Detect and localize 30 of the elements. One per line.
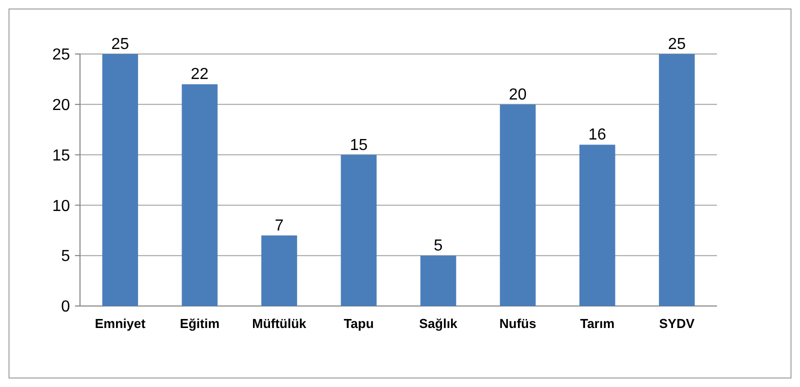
bar <box>261 235 298 306</box>
bar <box>340 154 377 306</box>
data-label: 22 <box>190 66 209 84</box>
x-tick-label: Müftülük <box>252 316 308 331</box>
x-tick-label: Emniyet <box>94 316 146 331</box>
data-label: 20 <box>508 86 527 104</box>
bar <box>658 54 695 306</box>
y-tick-label: 15 <box>52 147 70 164</box>
data-label: 16 <box>588 126 606 144</box>
y-tick-label: 20 <box>52 97 70 114</box>
bar <box>182 84 218 306</box>
data-label: 25 <box>668 36 686 53</box>
bar <box>500 104 536 306</box>
bar <box>102 54 138 306</box>
y-tick-label: 10 <box>52 198 70 215</box>
y-tick-label: 25 <box>52 46 70 64</box>
x-tick-label: Eğitim <box>180 316 220 331</box>
x-tick-label: Tapu <box>344 316 374 331</box>
data-label: 7 <box>274 217 284 234</box>
y-tick-label: 0 <box>61 298 70 316</box>
x-tick-label: Sağlık <box>419 316 458 331</box>
bar <box>420 256 456 306</box>
data-label: 15 <box>350 136 368 154</box>
x-tick-label: SYDV <box>659 316 695 331</box>
x-tick-label: Tarım <box>580 316 615 331</box>
bar <box>579 144 616 306</box>
data-label: 25 <box>111 36 130 53</box>
data-label: 5 <box>434 238 443 255</box>
y-tick-label: 5 <box>61 248 70 266</box>
x-tick-label: Nufüs <box>499 316 536 331</box>
